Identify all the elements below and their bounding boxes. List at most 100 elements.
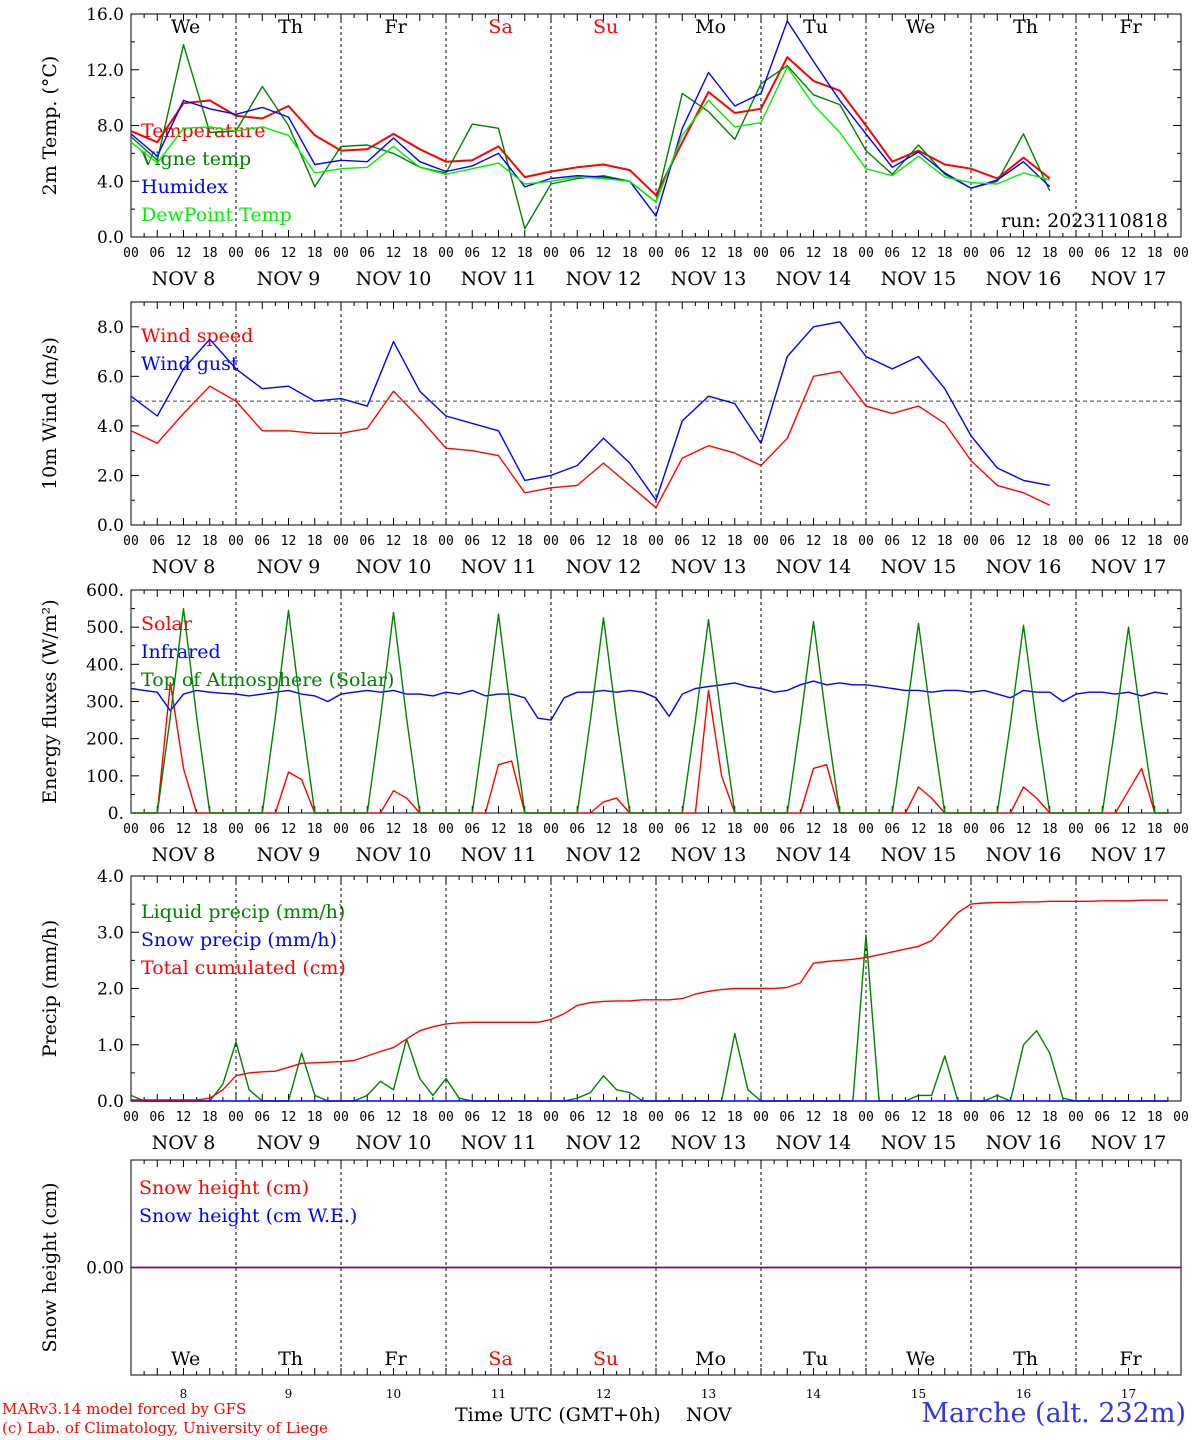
hour-label: 00	[1068, 1110, 1084, 1125]
hour-label: 00	[228, 246, 244, 261]
y-tick-label: 0.	[108, 804, 124, 824]
hour-label: 18	[832, 822, 848, 837]
weekday-label: Th	[278, 16, 303, 38]
date-label: NOV 11	[461, 268, 537, 290]
legend-entry: Liquid precip (mm/h)	[141, 901, 345, 923]
date-label: NOV 10	[356, 268, 432, 290]
series-line-green	[131, 607, 1168, 814]
hour-label: 12	[911, 246, 927, 261]
series-line-lightgreen	[130, 66, 1050, 203]
station-label: Marche (alt. 232m)	[921, 1398, 1186, 1429]
weekday-label: Mo	[695, 1348, 726, 1370]
day-number-label: 16	[1016, 1387, 1031, 1401]
day-number-label: 9	[285, 1387, 293, 1401]
y-axis-label: 2m Temp. (°C)	[39, 56, 61, 196]
hour-label: 12	[281, 822, 297, 837]
hour-label: 06	[884, 534, 900, 549]
legend-entry: Wind gust	[141, 353, 239, 375]
hour-label: 06	[569, 822, 585, 837]
hour-label: 06	[149, 1110, 165, 1125]
hour-label: 00	[963, 534, 979, 549]
hour-label: 00	[963, 1110, 979, 1125]
date-label: NOV 8	[152, 556, 216, 578]
hour-label: 12	[806, 534, 822, 549]
hour-label: 06	[989, 246, 1005, 261]
date-label: NOV 15	[881, 1132, 957, 1154]
date-label: NOV 16	[986, 1132, 1062, 1154]
date-label: NOV 17	[1091, 268, 1167, 290]
hour-label: 12	[1121, 1110, 1137, 1125]
hour-label: 18	[1042, 246, 1058, 261]
credit-line-1: MARv3.14 model forced by GFS	[2, 1400, 247, 1418]
month-label: NOV	[686, 1404, 732, 1426]
hour-label: 12	[1121, 534, 1137, 549]
model-credit: MARv3.14 model forced by GFS (c) Lab. of…	[2, 1400, 328, 1438]
hour-label: 00	[333, 1110, 349, 1125]
series-line-red	[130, 56, 1051, 197]
hour-label: 12	[281, 246, 297, 261]
date-label: NOV 12	[566, 1132, 642, 1154]
hour-label: 18	[307, 534, 323, 549]
hour-label: 00	[333, 822, 349, 837]
hour-label: 06	[674, 534, 690, 549]
date-label: NOV 11	[461, 844, 537, 866]
weekday-label: Th	[1013, 1348, 1038, 1370]
date-label: NOV 16	[986, 844, 1062, 866]
x-axis-label: Time UTC (GMT+0h)	[455, 1404, 661, 1426]
hour-label: 00	[753, 1110, 769, 1125]
y-axis-label: Precip (mm/h)	[39, 920, 61, 1058]
day-number-label: 17	[1121, 1387, 1136, 1401]
day-number-label: 15	[911, 1387, 926, 1401]
legend-entry: Temperature	[141, 120, 265, 142]
hour-label: 12	[806, 822, 822, 837]
y-tick-label: 600.	[86, 581, 124, 601]
hour-label: 12	[386, 534, 402, 549]
date-label: NOV 9	[257, 844, 321, 866]
date-label: NOV 9	[257, 556, 321, 578]
date-label: NOV 14	[776, 844, 852, 866]
hour-label: 12	[1121, 822, 1137, 837]
date-label: NOV 8	[152, 844, 216, 866]
hour-label: 18	[307, 1110, 323, 1125]
y-tick-label: 100.	[86, 767, 124, 787]
date-label: NOV 10	[356, 556, 432, 578]
hour-label: 00	[543, 1110, 559, 1125]
day-number-label: 11	[491, 1387, 506, 1401]
hour-label: 00	[753, 534, 769, 549]
hour-label: 06	[779, 1110, 795, 1125]
hour-label: 18	[832, 534, 848, 549]
y-tick-label: 4.0	[97, 417, 124, 437]
hour-label: 06	[464, 246, 480, 261]
hour-label: 12	[281, 1110, 297, 1125]
legend-entry: Snow precip (mm/h)	[141, 929, 337, 951]
hour-label: 06	[989, 534, 1005, 549]
hour-label: 12	[596, 534, 612, 549]
y-axis-label: 10m Wind (m/s)	[39, 337, 61, 490]
hour-label: 12	[176, 1110, 192, 1125]
date-label: NOV 17	[1091, 1132, 1167, 1154]
hour-label: 00	[438, 1110, 454, 1125]
legend-entry: Snow height (cm W.E.)	[139, 1205, 357, 1227]
hour-label: 18	[412, 534, 428, 549]
hour-label: 18	[727, 1110, 743, 1125]
y-tick-label: 400.	[86, 655, 124, 675]
hour-label: 12	[491, 822, 507, 837]
hour-label: 12	[806, 246, 822, 261]
date-label: NOV 12	[566, 556, 642, 578]
hour-label: 00	[648, 246, 664, 261]
y-tick-label: 2.0	[97, 980, 124, 1000]
series-line-blue	[130, 321, 1050, 501]
hour-label: 18	[517, 534, 533, 549]
y-tick-label: 0.0	[97, 516, 124, 536]
hour-label: 18	[622, 534, 638, 549]
weekday-label: We	[906, 1348, 935, 1370]
hour-label: 18	[727, 534, 743, 549]
weekday-label: Fr	[1119, 16, 1142, 38]
hour-label: 00	[858, 534, 874, 549]
hour-label: 18	[937, 534, 953, 549]
hour-label: 12	[806, 1110, 822, 1125]
hour-label: 18	[727, 822, 743, 837]
hour-label: 06	[254, 822, 270, 837]
hour-label: 00	[858, 246, 874, 261]
weekday-label: Su	[593, 16, 618, 38]
